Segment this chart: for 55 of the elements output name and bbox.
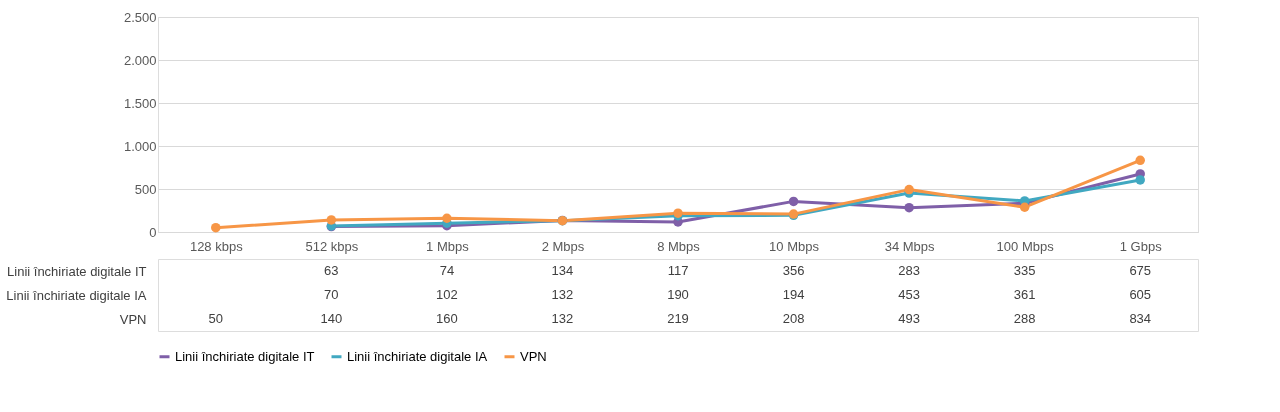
point <box>442 213 452 223</box>
point <box>904 184 914 195</box>
data-label: 190 <box>667 287 689 302</box>
data-label: 453 <box>898 287 920 302</box>
data-label: 356 <box>782 263 805 278</box>
text: Linii închiriate digitale IT <box>7 263 147 279</box>
y-tick-label: 0 <box>149 224 157 240</box>
data-label: 219 <box>667 311 689 326</box>
data-label: 74 <box>439 263 455 278</box>
y-tick-label: 2.500 <box>123 9 157 25</box>
point <box>904 202 914 213</box>
data-label: 361 <box>1013 287 1036 302</box>
data-label: 208 <box>782 311 805 326</box>
data-label: 283 <box>898 263 920 278</box>
data-label: 102 <box>436 287 458 302</box>
data-label: 134 <box>551 263 574 278</box>
data-label: 493 <box>898 311 920 326</box>
data-label: 160 <box>436 311 458 326</box>
x-tick-label: 10 Mbps <box>769 238 820 254</box>
data-label: 117 <box>667 263 689 278</box>
point <box>788 196 799 207</box>
data-label: 675 <box>1129 263 1152 278</box>
y-tick-label: 1.500 <box>123 95 157 111</box>
point <box>211 222 221 233</box>
x-tick-label: 8 Mbps <box>657 238 701 254</box>
point <box>1135 155 1145 166</box>
y-tick-label: 2.000 <box>123 52 157 68</box>
point <box>326 215 337 225</box>
point <box>1019 202 1030 212</box>
legend-label: VPN <box>520 348 547 364</box>
x-tick-label: 512 kbps <box>305 238 359 254</box>
data-label: 132 <box>551 311 574 326</box>
text: VPN <box>119 311 147 327</box>
data-label: 335 <box>1013 263 1036 278</box>
point <box>1135 175 1145 185</box>
legend-label: Linii închiriate digitale IT <box>175 348 315 364</box>
y-tick-label: 1.000 <box>123 138 157 154</box>
data-label: 70 <box>324 287 339 302</box>
x-tick-label: 1 Mbps <box>426 238 470 254</box>
x-tick-label: 128 kbps <box>189 238 244 254</box>
legend-label: Linii închiriate digitale IA <box>347 348 488 364</box>
x-tick-label: 1 Gbps <box>1119 238 1163 254</box>
data-label: 605 <box>1129 287 1152 302</box>
x-tick-label: 100 Mbps <box>996 238 1055 254</box>
data-label: 132 <box>551 287 574 302</box>
text: Linii închiriate digitale IA <box>6 287 147 303</box>
y-tick-label: 500 <box>134 181 157 197</box>
data-label: 834 <box>1129 311 1152 326</box>
x-tick-label: 2 Mbps <box>541 238 585 254</box>
data-label: 140 <box>320 311 343 326</box>
data-label: 63 <box>324 263 339 278</box>
data-label: 50 <box>208 311 224 326</box>
data-label: 194 <box>782 287 805 302</box>
data-label: 288 <box>1013 311 1036 326</box>
x-tick-label: 34 Mbps <box>884 238 936 254</box>
